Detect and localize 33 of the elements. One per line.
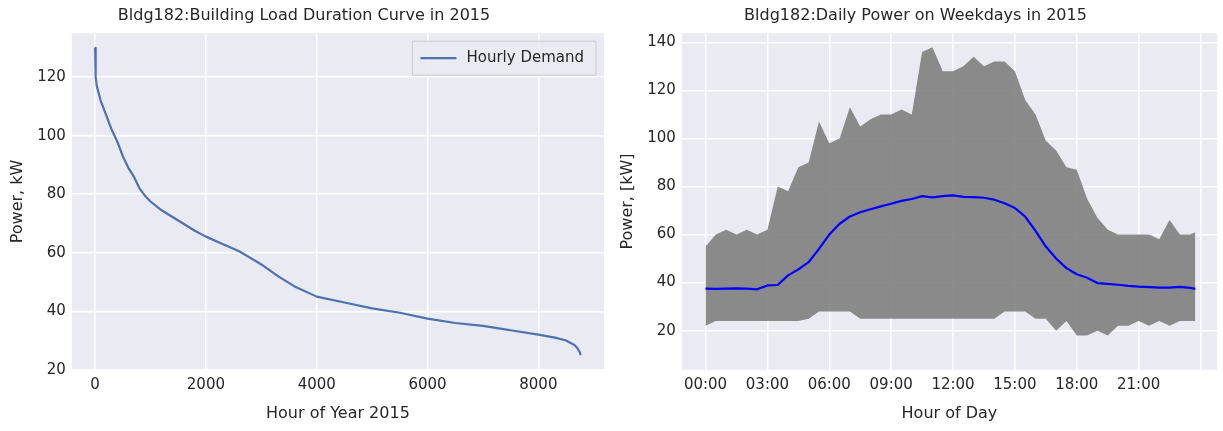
y-axis-title: Power, [kW] bbox=[616, 153, 636, 250]
x-tick-label: 21:00 bbox=[1117, 374, 1161, 393]
x-tick-label: 4000 bbox=[297, 374, 336, 393]
y-tick-label: 20 bbox=[46, 359, 66, 378]
x-tick-label: 6000 bbox=[408, 374, 447, 393]
x-axis-title: Hour of Day bbox=[901, 402, 998, 422]
x-tick-label: 2000 bbox=[186, 374, 226, 393]
x-tick-label: 03:00 bbox=[745, 374, 790, 393]
x-tick-label: 06:00 bbox=[807, 374, 851, 393]
y-tick-label: 40 bbox=[656, 272, 676, 291]
y-tick-label: 100 bbox=[647, 128, 676, 147]
y-tick-label: 20 bbox=[656, 320, 676, 339]
y-tick-label: 100 bbox=[37, 125, 66, 144]
y-tick-label: 60 bbox=[656, 224, 676, 243]
x-tick-label: 12:00 bbox=[931, 374, 975, 393]
x-tick-label: 09:00 bbox=[869, 374, 913, 393]
x-tick-label: 8000 bbox=[519, 374, 558, 393]
x-tick-label: 00:00 bbox=[683, 374, 728, 393]
y-tick-label: 40 bbox=[46, 301, 66, 320]
y-tick-label: 60 bbox=[46, 242, 66, 261]
x-axis-title: Hour of Year 2015 bbox=[266, 402, 410, 422]
y-tick-label: 120 bbox=[647, 80, 676, 99]
x-tick-label: 0 bbox=[90, 374, 100, 393]
y-axis-title: Power, kW bbox=[6, 159, 26, 244]
chart-title: Bldg182:Building Load Duration Curve in 2015 bbox=[117, 4, 491, 24]
y-tick-label: 80 bbox=[46, 184, 66, 203]
y-tick-label: 80 bbox=[656, 176, 676, 195]
chart-title: Bldg182:Daily Power on Weekdays in 2015 bbox=[744, 4, 1087, 24]
y-tick-label: 140 bbox=[647, 32, 676, 51]
legend-label: Hourly Demand bbox=[466, 48, 585, 67]
x-tick-label: 15:00 bbox=[993, 374, 1037, 393]
y-tick-label: 120 bbox=[37, 66, 66, 85]
x-tick-label: 18:00 bbox=[1055, 374, 1099, 393]
